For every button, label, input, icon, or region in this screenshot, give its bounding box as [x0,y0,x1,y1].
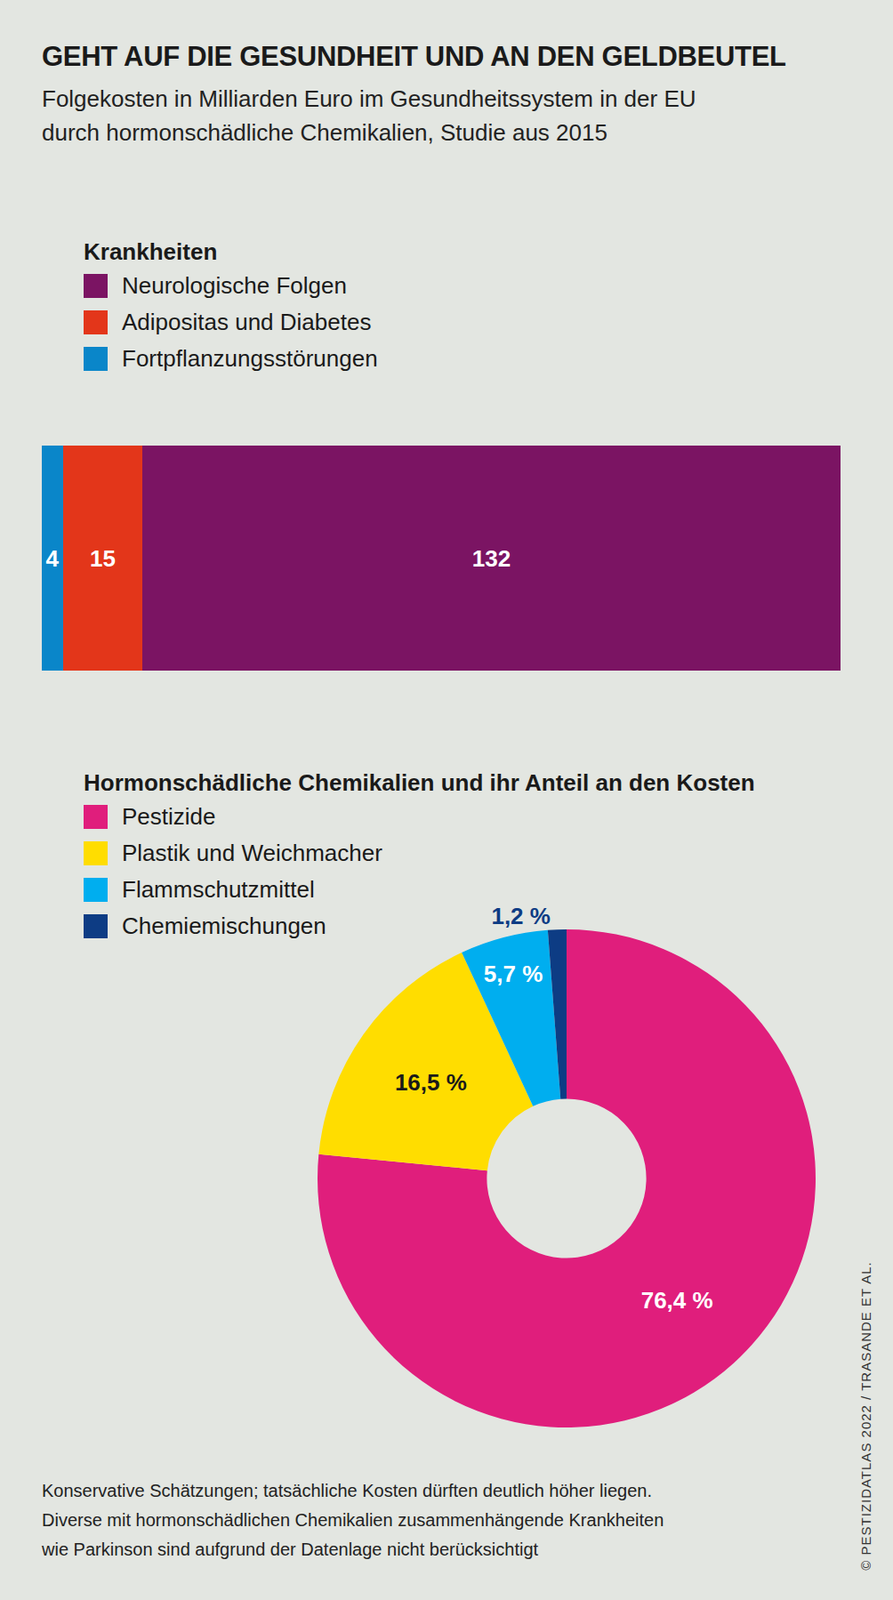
html-text:Neurologische Folgen: Neurologische Folgen [121,272,347,299]
html-text:Diverse mit hormonschädlichen: Diverse mit hormonschädlichen Chemikalie… [41,1510,664,1530]
html-text:Plastik und Weichmacher: Plastik und Weichmacher [121,839,383,867]
html-text:Fortpflanzungsstörungen: Fortpflanzungsstörungen [121,345,378,372]
svg-text:1,2 %: 1,2 % [490,902,551,930]
svg-text:132: 132 [472,545,511,572]
html-text:GEHT AUF DIE GESUNDHEIT UND AN: GEHT AUF DIE GESUNDHEIT UND AN DEN GELDB… [41,40,787,73]
html-text:Flammschutzmittel: Flammschutzmittel [121,876,315,903]
svg-text:4: 4 [45,545,59,572]
html-text:wie Parkinson sind aufgrund de: wie Parkinson sind aufgrund der Datenlag… [41,1539,539,1560]
html-text:Folgekosten in Milliarden Euro: Folgekosten in Milliarden Euro im Gesund… [41,85,696,113]
html-text:Konservative Schätzungen; tats: Konservative Schätzungen; tatsächliche K… [41,1480,652,1501]
html-text:Hormonschädliche Chemikalien u: Hormonschädliche Chemikalien und ihr Ant… [83,769,755,797]
html-text:durch hormonschädliche Chemika: durch hormonschädliche Chemikalien, Stud… [41,119,608,146]
svg-text:16,5 %: 16,5 % [394,1069,467,1096]
html-text:Pestizide: Pestizide [121,803,216,830]
html-text:Krankheiten: Krankheiten [83,238,218,266]
svg-text:76,4 %: 76,4 % [641,1287,714,1314]
html-text:Chemiemischungen: Chemiemischungen [121,912,327,940]
svg-text:15: 15 [89,545,116,572]
svg-text:5,7 %: 5,7 % [483,960,544,988]
html-text:Adipositas und Diabetes: Adipositas und Diabetes [121,308,372,336]
html-text:© PESTIZIDATLAS 2022 / TRASAND: © PESTIZIDATLAS 2022 / TRASANDE ET AL. [857,1261,873,1571]
